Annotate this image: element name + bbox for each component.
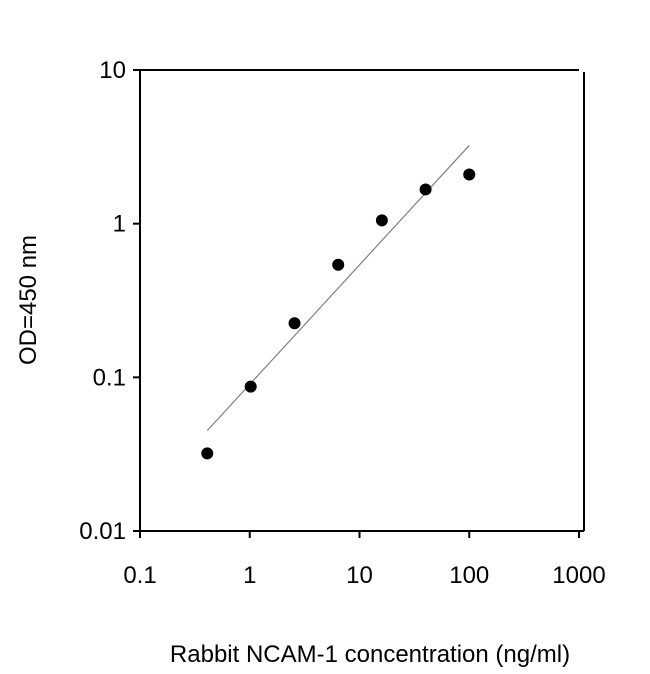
y-tick-label: 10 [99,57,126,84]
x-tick-label: 10 [346,562,373,589]
data-points [201,168,476,460]
data-point [288,317,301,330]
x-tick-label: 1000 [552,562,605,589]
y-tick-label: 0.1 [93,364,126,391]
data-point [419,183,432,196]
data-point [375,214,388,227]
ticks: 0.1 1 10 100 1000 0.01 0.1 1 10 [79,57,605,589]
x-tick-label: 1 [243,562,256,589]
data-point [201,447,214,460]
y-tick-label: 1 [113,211,126,238]
y-tick-label: 0.01 [79,518,126,545]
x-tick-label: 100 [449,562,489,589]
data-point [463,168,476,181]
axes [139,69,585,532]
x-axis-title: Rabbit NCAM-1 concentration (ng/ml) [170,641,570,668]
data-point [332,258,345,271]
y-axis-title: OD=450 nm [15,235,42,365]
x-tick-label: 0.1 [123,562,156,589]
data-point [244,380,257,393]
